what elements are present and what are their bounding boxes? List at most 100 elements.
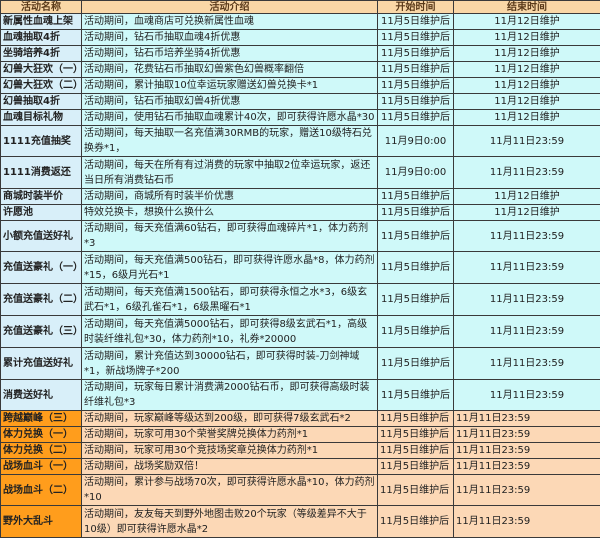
table-row: 充值送豪礼（二）活动期间，每天充值满1500钻石，即可获得永恒之水*3，6级玄武… <box>1 284 600 316</box>
end-time: 11月11日23:59 <box>454 316 600 348</box>
start-time: 11月5日维护后 <box>378 475 454 506</box>
activity-intro: 活动期间，商城所有时装半价优惠 <box>82 189 378 205</box>
end-time: 11月12日维护 <box>454 94 600 110</box>
end-time: 11月11日23:59 <box>454 443 600 459</box>
end-time: 11月11日23:59 <box>454 506 600 538</box>
activity-name: 血魂目标礼物 <box>1 110 82 126</box>
end-time: 11月11日23:59 <box>454 252 600 284</box>
activity-name: 充值送豪礼（二） <box>1 284 82 316</box>
activity-intro: 活动期间，钻石币抽取血魂4折优惠 <box>82 30 378 46</box>
start-time: 11月5日维护后 <box>378 30 454 46</box>
activity-intro: 活动期间，每天充值满60钻石，即可获得血魂碎片*1，体力药剂*3 <box>82 221 378 252</box>
start-time: 11月5日维护后 <box>378 62 454 78</box>
activity-name: 体力兑换（二） <box>1 443 82 459</box>
start-time: 11月5日维护后 <box>378 221 454 252</box>
end-time: 11月12日维护 <box>454 110 600 126</box>
start-time: 11月5日维护后 <box>378 14 454 30</box>
activity-name: 充值送豪礼（一） <box>1 252 82 284</box>
activity-name: 血魂抽取4折 <box>1 30 82 46</box>
end-time: 11月12日维护 <box>454 205 600 221</box>
activity-name: 体力兑换（一） <box>1 427 82 443</box>
activity-intro: 活动期间，每天在所有有过消费的玩家中抽取2位幸运玩家，返还当日所有消费钻石币 <box>82 157 378 189</box>
table-row: 充值送豪礼（三）活动期间，每天充值满5000钻石，即可获得8级玄武石*1，高级时… <box>1 316 600 348</box>
start-time: 11月5日维护后 <box>378 380 454 411</box>
end-time: 11月12日维护 <box>454 14 600 30</box>
header-row: 活动名称 活动介绍 开始时间 结束时间 <box>1 1 600 14</box>
end-time: 11月11日23:59 <box>454 427 600 443</box>
start-time: 11月5日维护后 <box>378 94 454 110</box>
end-time: 11月12日维护 <box>454 189 600 205</box>
end-time: 11月12日维护 <box>454 62 600 78</box>
activity-intro: 活动期间，玩家每日累计消费满2000钻石币，即可获得高级时装纤维礼包*3 <box>82 380 378 411</box>
activity-name: 充值送豪礼（三） <box>1 316 82 348</box>
start-time: 11月5日维护后 <box>378 316 454 348</box>
end-time: 11月11日23:59 <box>454 221 600 252</box>
start-time: 11月5日维护后 <box>378 284 454 316</box>
activity-intro: 活动期间，每天充值满1500钻石，即可获得永恒之水*3，6级玄武石*1，6级孔雀… <box>82 284 378 316</box>
activity-intro: 活动期间，每天充值满5000钻石，即可获得8级玄武石*1，高级时装纤维礼包*30… <box>82 316 378 348</box>
table-row: 野外大乱斗活动期间，友友每天到野外地图击败20个玩家（等级差异不大于10级）即可… <box>1 506 600 538</box>
header-end: 结束时间 <box>454 1 600 14</box>
header-name: 活动名称 <box>1 1 82 14</box>
activity-name: 许愿池 <box>1 205 82 221</box>
activity-name: 战场血斗（一） <box>1 459 82 475</box>
activity-intro: 活动期间，累计充值达到30000钻石，即可获得时装-刀剑神域*1，新战场牌子*2… <box>82 348 378 380</box>
activity-name: 累计充值送好礼 <box>1 348 82 380</box>
start-time: 11月5日维护后 <box>378 46 454 62</box>
activity-intro: 活动期间，累计参与战场70次，即可获得许愿水晶*10，体力药剂*10 <box>82 475 378 506</box>
header-start: 开始时间 <box>378 1 454 14</box>
end-time: 11月11日23:59 <box>454 475 600 506</box>
start-time: 11月5日维护后 <box>378 427 454 443</box>
activity-name: 消费送好礼 <box>1 380 82 411</box>
table-row: 战场血斗（二）活动期间，累计参与战场70次，即可获得许愿水晶*10，体力药剂*1… <box>1 475 600 506</box>
end-time: 11月11日23:59 <box>454 411 600 427</box>
table-row: 1111消费返还活动期间，每天在所有有过消费的玩家中抽取2位幸运玩家，返还当日所… <box>1 157 600 189</box>
start-time: 11月5日维护后 <box>378 443 454 459</box>
activity-intro: 活动期间，使用钻石币抽取血魂累计40次，即可获得许愿水晶*30 <box>82 110 378 126</box>
activity-intro: 活动期间，钻石币培养坐骑4折优惠 <box>82 46 378 62</box>
end-time: 11月12日维护 <box>454 30 600 46</box>
table-row: 累计充值送好礼活动期间，累计充值达到30000钻石，即可获得时装-刀剑神域*1，… <box>1 348 600 380</box>
activity-name: 1111充值抽奖 <box>1 126 82 157</box>
activity-name: 幻兽大狂欢（二） <box>1 78 82 94</box>
end-time: 11月11日23:59 <box>454 157 600 189</box>
header-intro: 活动介绍 <box>82 1 378 14</box>
activity-name: 坐骑培养4折 <box>1 46 82 62</box>
activity-intro: 活动期间，花费钻石币抽取幻兽紫色幻兽概率翻倍 <box>82 62 378 78</box>
activity-name: 商城时装半价 <box>1 189 82 205</box>
activity-intro: 活动期间，每天抽取一名充值满30RMB的玩家，赠送10级特石兑换券*1， <box>82 126 378 157</box>
activity-name: 幻兽抽取4折 <box>1 94 82 110</box>
start-time: 11月5日维护后 <box>378 78 454 94</box>
activity-intro: 活动期间，血魂商店可兑换新属性血魂 <box>82 14 378 30</box>
start-time: 11月5日维护后 <box>378 506 454 538</box>
activity-name: 跨越巅峰（三） <box>1 411 82 427</box>
table-row: 消费送好礼活动期间，玩家每日累计消费满2000钻石币，即可获得高级时装纤维礼包*… <box>1 380 600 411</box>
activity-intro: 活动期间，战场奖励双倍！ <box>82 459 378 475</box>
activity-intro: 活动期间，每天充值满500钻石，即可获得许愿水晶*8，体力药剂*15，6级月光石… <box>82 252 378 284</box>
activity-name: 野外大乱斗 <box>1 506 82 538</box>
start-time: 11月9日0:00 <box>378 157 454 189</box>
activity-intro: 活动期间，玩家可用30个竞技场奖章兑换体力药剂*1 <box>82 443 378 459</box>
start-time: 11月5日维护后 <box>378 252 454 284</box>
activity-name: 小额充值送好礼 <box>1 221 82 252</box>
table-row: 充值送豪礼（一）活动期间，每天充值满500钻石，即可获得许愿水晶*8，体力药剂*… <box>1 252 600 284</box>
start-time: 11月5日维护后 <box>378 189 454 205</box>
end-time: 11月11日23:59 <box>454 459 600 475</box>
activity-intro: 特效兑换卡，想换什么换什么 <box>82 205 378 221</box>
table-row: 1111充值抽奖活动期间，每天抽取一名充值满30RMB的玩家，赠送10级特石兑换… <box>1 126 600 157</box>
activity-intro: 活动期间，玩家巅峰等级达到200级，即可获得7级玄武石*2 <box>82 411 378 427</box>
table-row: 血魂目标礼物活动期间，使用钻石币抽取血魂累计40次，即可获得许愿水晶*30 11月… <box>1 110 600 126</box>
activity-intro: 活动期间，累计抽取10位幸运玩家赠送幻兽兑换卡*1 <box>82 78 378 94</box>
